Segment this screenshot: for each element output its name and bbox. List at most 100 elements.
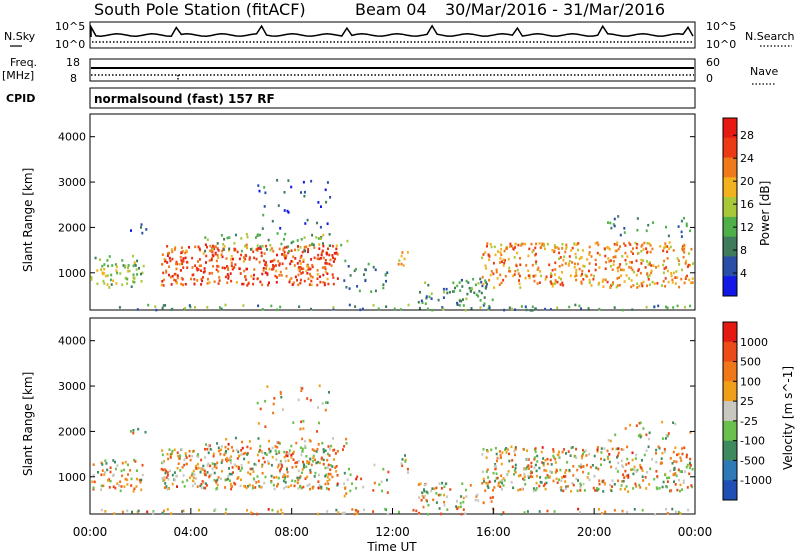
- colorbar-swatch: [723, 177, 737, 198]
- colorbar-tick-label: 20: [740, 175, 754, 188]
- echo-point: [192, 449, 195, 453]
- echo-point: [534, 463, 537, 467]
- echo-point: [578, 465, 581, 468]
- echo-point: [616, 454, 619, 457]
- echo-point: [658, 446, 661, 450]
- echo-point: [662, 271, 665, 275]
- echo-point: [499, 261, 502, 264]
- echo-point: [483, 480, 485, 483]
- echo-point: [294, 248, 297, 252]
- echo-point: [164, 471, 167, 475]
- echo-point: [196, 268, 199, 272]
- echo-point: [620, 274, 623, 277]
- echo-point: [645, 305, 648, 309]
- y-tick-label-3000: 3000: [58, 380, 86, 393]
- echo-point: [672, 271, 675, 275]
- colorbar-swatch: [723, 216, 737, 238]
- echo-point: [495, 452, 498, 456]
- echo-point: [287, 459, 290, 462]
- echo-point: [535, 242, 538, 246]
- echo-point: [500, 281, 503, 285]
- echo-point: [207, 451, 210, 455]
- echo-point: [245, 243, 248, 247]
- echo-point: [632, 487, 635, 490]
- echo-point: [523, 475, 526, 478]
- echo-point: [474, 283, 477, 287]
- echo-point: [588, 478, 591, 482]
- echo-point: [555, 468, 558, 471]
- echo-point: [664, 285, 667, 288]
- echo-point: [300, 386, 303, 390]
- echo-point: [568, 305, 571, 309]
- echo-point: [423, 494, 426, 498]
- echo-point: [504, 275, 507, 278]
- echo-point: [280, 461, 282, 465]
- echo-point: [349, 489, 352, 493]
- echo-point: [598, 266, 601, 269]
- echo-point: [546, 462, 549, 466]
- echo-point: [315, 461, 318, 465]
- echo-point: [126, 509, 129, 513]
- echo-point: [570, 446, 573, 450]
- echo-point: [327, 482, 330, 486]
- echo-point: [115, 282, 118, 285]
- colorbar-tick-label: 8: [740, 244, 747, 257]
- echo-point: [304, 439, 307, 443]
- echo-point: [185, 454, 187, 457]
- echo-point: [240, 466, 243, 470]
- echo-point: [272, 249, 275, 253]
- echo-point: [582, 264, 585, 268]
- echo-point: [258, 450, 261, 453]
- echo-point: [475, 495, 478, 498]
- echo-point: [317, 480, 320, 483]
- echo-point: [312, 454, 315, 458]
- echo-point: [257, 437, 260, 440]
- echo-point: [588, 278, 591, 282]
- echo-point: [90, 278, 93, 281]
- echo-point: [535, 469, 538, 473]
- echo-point: [533, 456, 536, 459]
- echo-point: [448, 290, 451, 294]
- echo-point: [287, 485, 290, 489]
- echo-point: [598, 253, 601, 257]
- echo-point: [629, 243, 632, 246]
- echo-point: [242, 256, 245, 259]
- echo-point: [250, 274, 253, 278]
- echo-point: [298, 259, 301, 263]
- echo-point: [634, 457, 637, 460]
- echo-point: [310, 179, 313, 183]
- echo-point: [671, 507, 674, 511]
- echo-point: [208, 259, 211, 262]
- echo-point: [378, 483, 381, 486]
- echo-point: [556, 280, 559, 284]
- echo-point: [578, 257, 581, 261]
- echo-point: [297, 460, 300, 463]
- echo-point: [669, 489, 672, 493]
- echo-point: [322, 233, 325, 237]
- echo-point: [283, 450, 286, 454]
- echo-point: [435, 501, 438, 504]
- echo-point: [174, 246, 177, 249]
- echo-point: [300, 254, 303, 258]
- echo-point: [498, 283, 501, 286]
- echo-point: [141, 231, 144, 235]
- echo-point: [553, 456, 556, 459]
- echo-point: [252, 470, 255, 473]
- echo-point: [104, 274, 107, 278]
- echo-point: [622, 479, 625, 483]
- echo-point: [285, 451, 288, 454]
- echo-point: [100, 508, 103, 512]
- echo-point: [282, 473, 285, 476]
- echo-point: [258, 260, 261, 264]
- echo-point: [109, 278, 112, 282]
- echo-point: [446, 508, 449, 511]
- echo-point: [276, 510, 279, 513]
- echo-point: [200, 269, 202, 272]
- echo-point: [422, 505, 425, 509]
- echo-point: [639, 433, 642, 437]
- echo-point: [305, 455, 308, 458]
- velocity-ylabel: Slant Range [km]: [21, 372, 35, 476]
- echo-point: [182, 257, 185, 260]
- echo-point: [421, 491, 424, 494]
